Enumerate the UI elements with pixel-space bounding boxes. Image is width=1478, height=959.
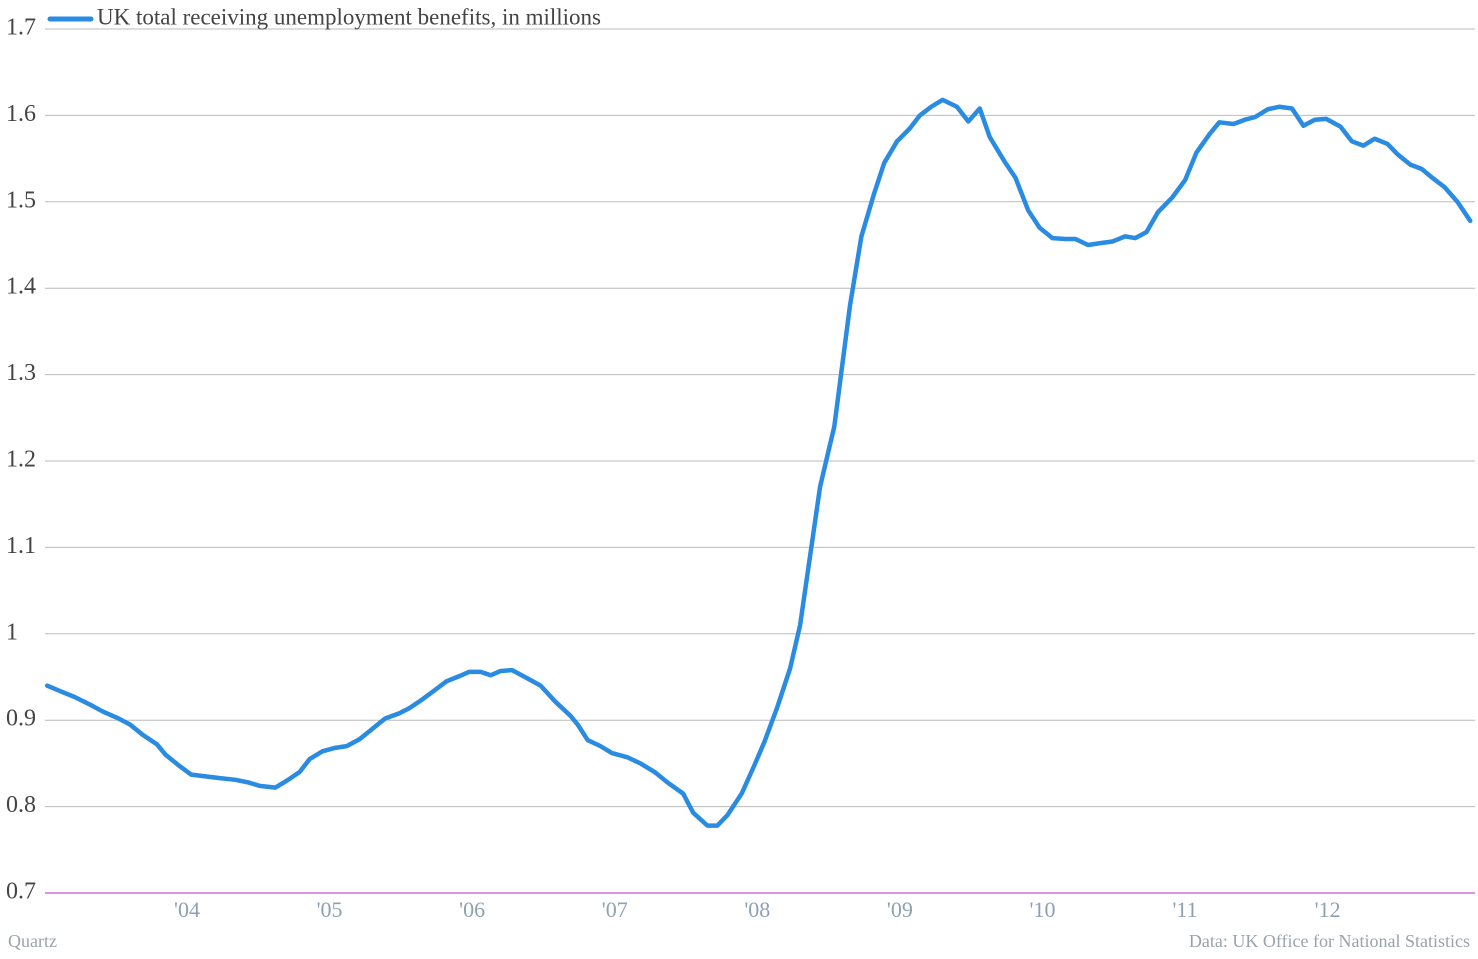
x-tick-label: '08 bbox=[744, 897, 770, 922]
y-tick-label: 1.5 bbox=[6, 187, 36, 213]
y-tick-label: 0.9 bbox=[6, 706, 36, 732]
y-tick-label: 1.1 bbox=[6, 533, 36, 559]
series-line bbox=[45, 97, 1473, 828]
x-tick-label: '09 bbox=[887, 897, 913, 922]
credit: Quartz bbox=[8, 931, 57, 951]
x-tick-label: '12 bbox=[1315, 897, 1341, 922]
x-tick-label: '10 bbox=[1029, 897, 1055, 922]
y-tick-label: 1.2 bbox=[6, 447, 36, 473]
x-tick-label: '04 bbox=[174, 897, 200, 922]
y-tick-label: 1.4 bbox=[6, 274, 36, 300]
y-tick-label: 1.6 bbox=[6, 101, 36, 127]
x-tick-label: '11 bbox=[1172, 897, 1197, 922]
y-tick-label: 0.7 bbox=[6, 879, 36, 905]
y-tick-label: 1.7 bbox=[6, 15, 36, 41]
y-tick-label: 1 bbox=[6, 619, 18, 645]
legend-label: UK total receiving unemployment benefits… bbox=[97, 4, 601, 29]
x-tick-label: '07 bbox=[602, 897, 628, 922]
x-tick-label: '06 bbox=[459, 897, 485, 922]
x-tick-label: '05 bbox=[317, 897, 343, 922]
y-tick-label: 0.8 bbox=[6, 792, 36, 818]
source: Data: UK Office for National Statistics bbox=[1189, 931, 1470, 951]
y-tick-label: 1.3 bbox=[6, 360, 36, 386]
